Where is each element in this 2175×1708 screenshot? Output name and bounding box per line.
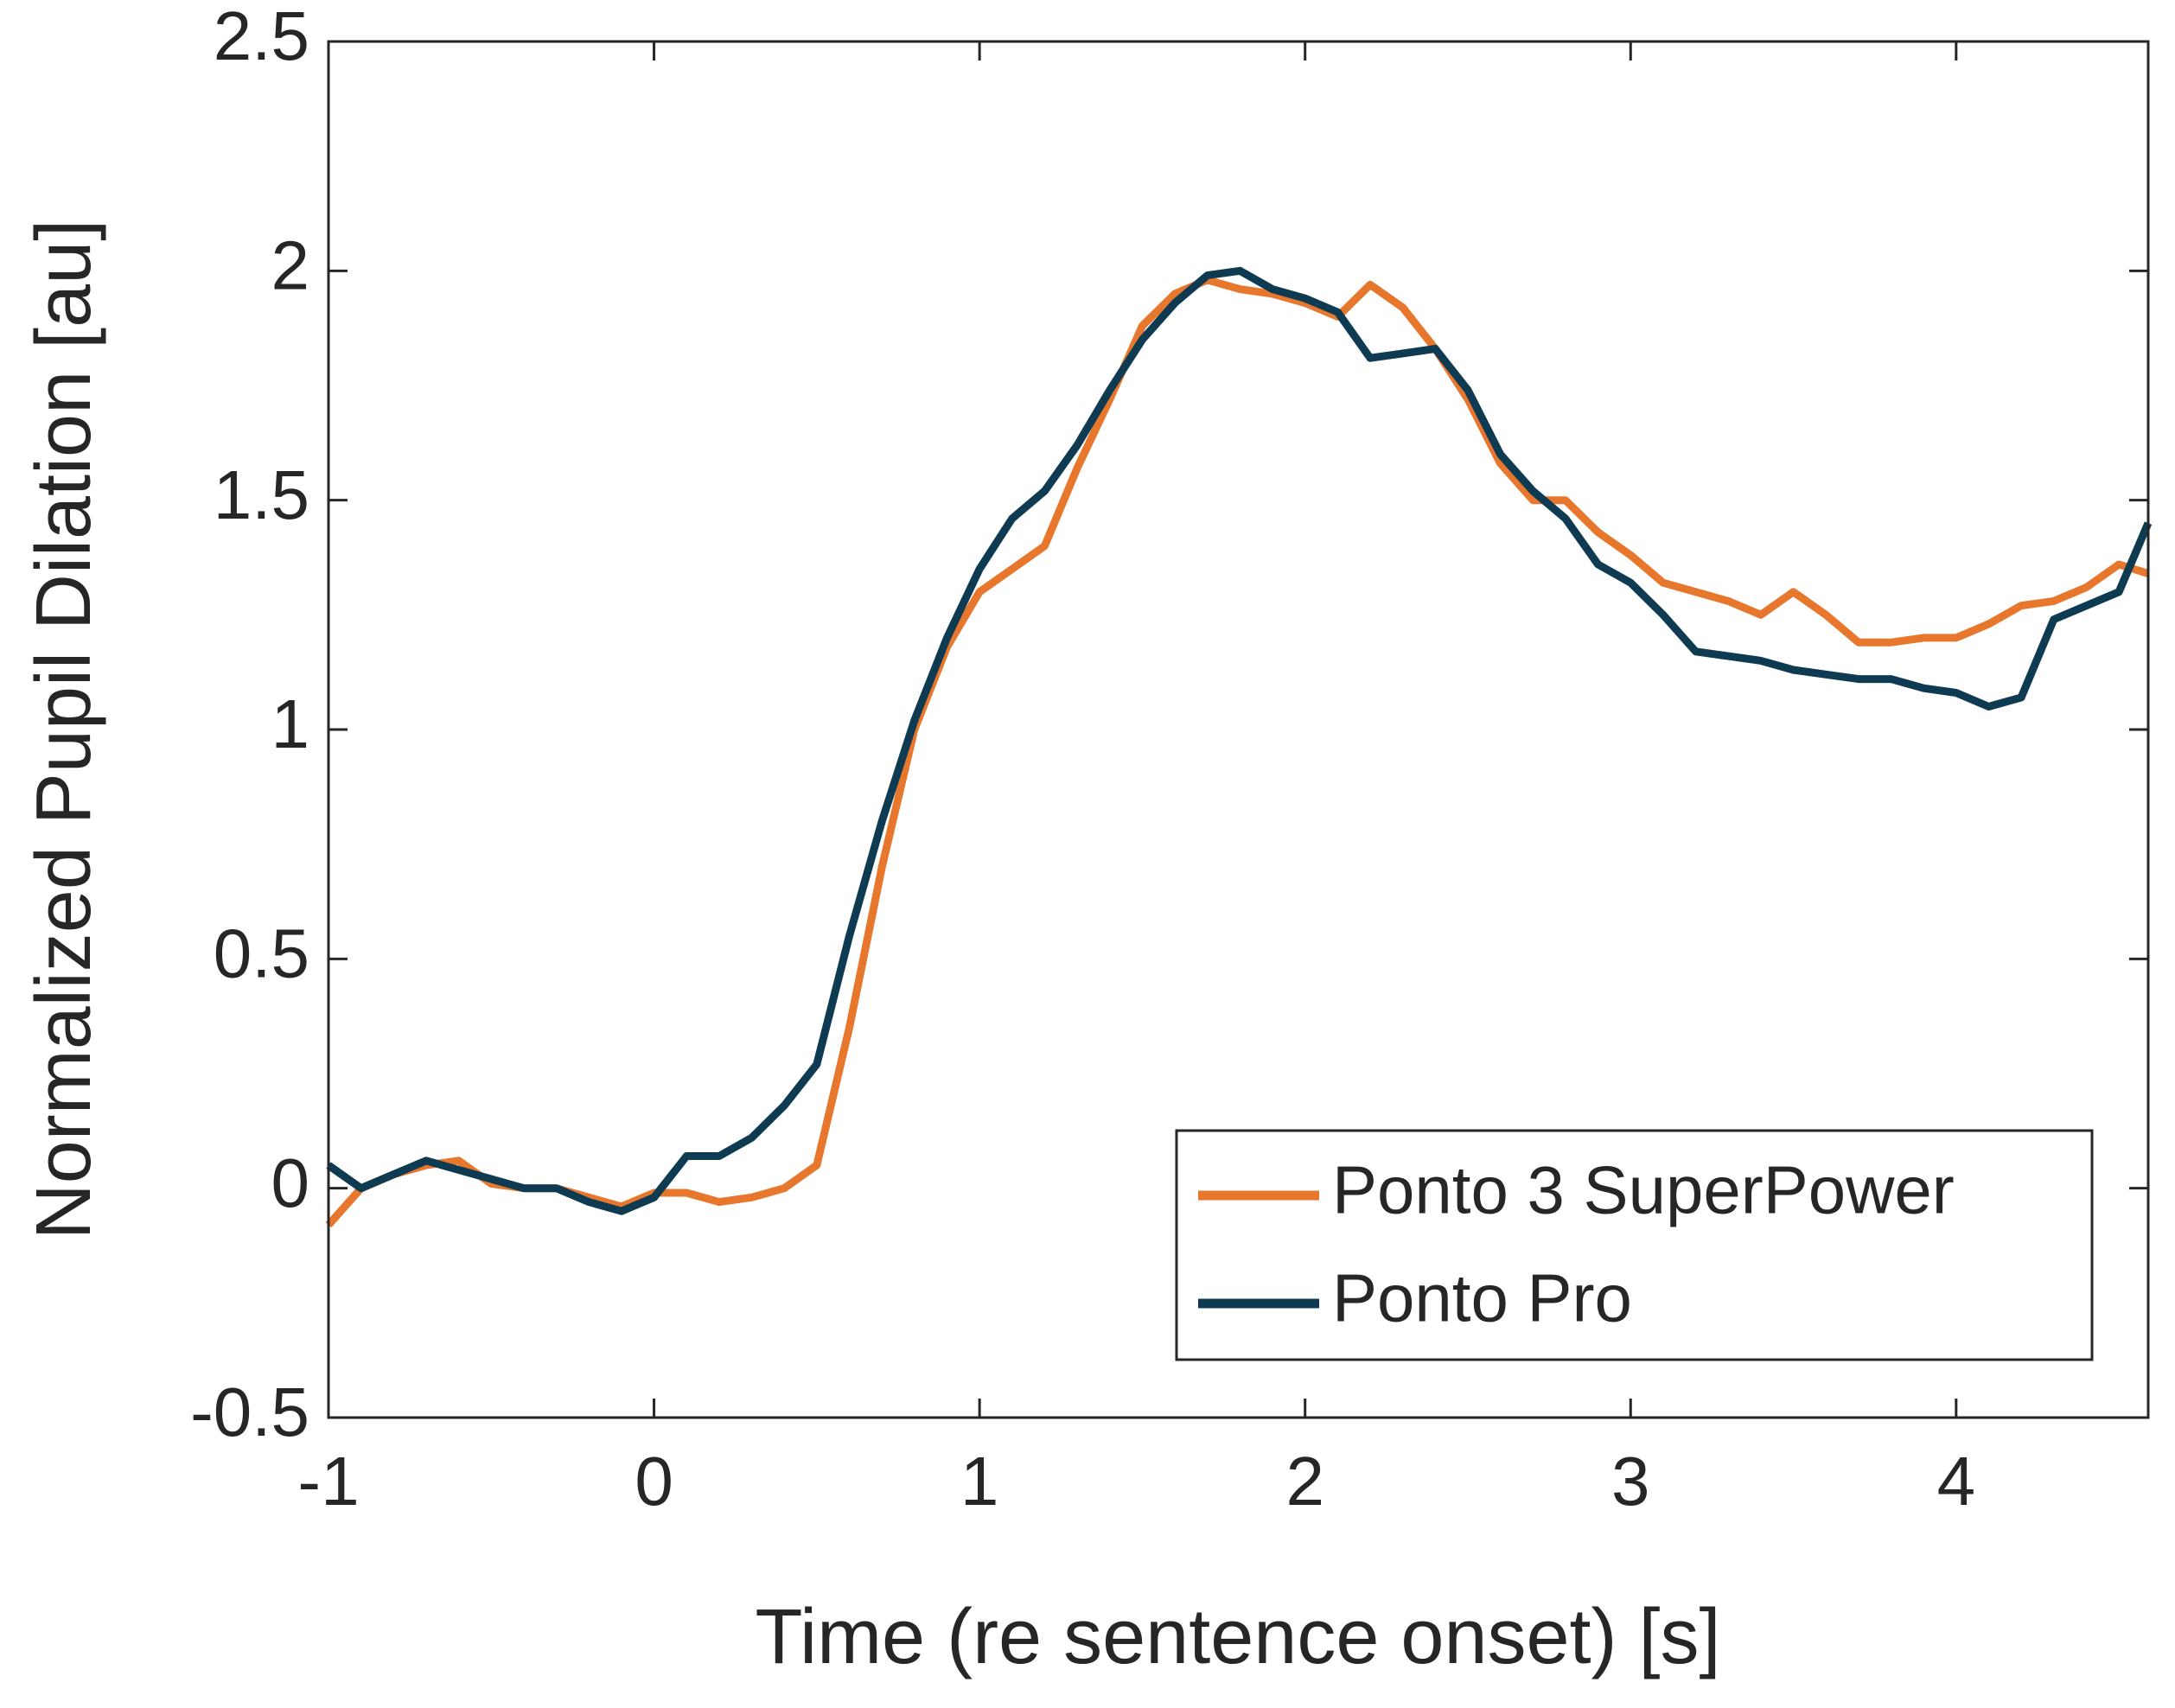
x-tick-label: 2 — [1285, 1443, 1324, 1520]
y-tick-label: 2 — [271, 226, 310, 303]
x-tick-label: -1 — [297, 1443, 359, 1520]
x-tick-label: 1 — [960, 1443, 999, 1520]
legend-label: Ponto 3 SuperPower — [1332, 1152, 1955, 1228]
y-tick-label: -0.5 — [190, 1373, 309, 1450]
legend-box — [1175, 1129, 2094, 1361]
plot-frame — [327, 40, 2150, 1419]
x-tick-label: 0 — [635, 1443, 673, 1520]
y-tick-label: 2.5 — [214, 0, 309, 74]
y-tick-label: 1 — [271, 685, 310, 762]
x-tick-label: 3 — [1611, 1443, 1650, 1520]
y-tick-label: 0.5 — [214, 915, 309, 991]
y-axis-label: Normalized Pupil Dilation [au] — [21, 220, 107, 1240]
legend-label: Ponto Pro — [1332, 1260, 1632, 1336]
data-line — [326, 266, 2153, 1215]
x-tick-label: 4 — [1937, 1443, 1976, 1520]
data-line — [325, 276, 2150, 1228]
y-tick-label: 1.5 — [214, 456, 309, 533]
x-axis-label: Time (re sentence onset) [s] — [755, 1594, 1720, 1680]
y-tick-label: 0 — [271, 1144, 310, 1221]
